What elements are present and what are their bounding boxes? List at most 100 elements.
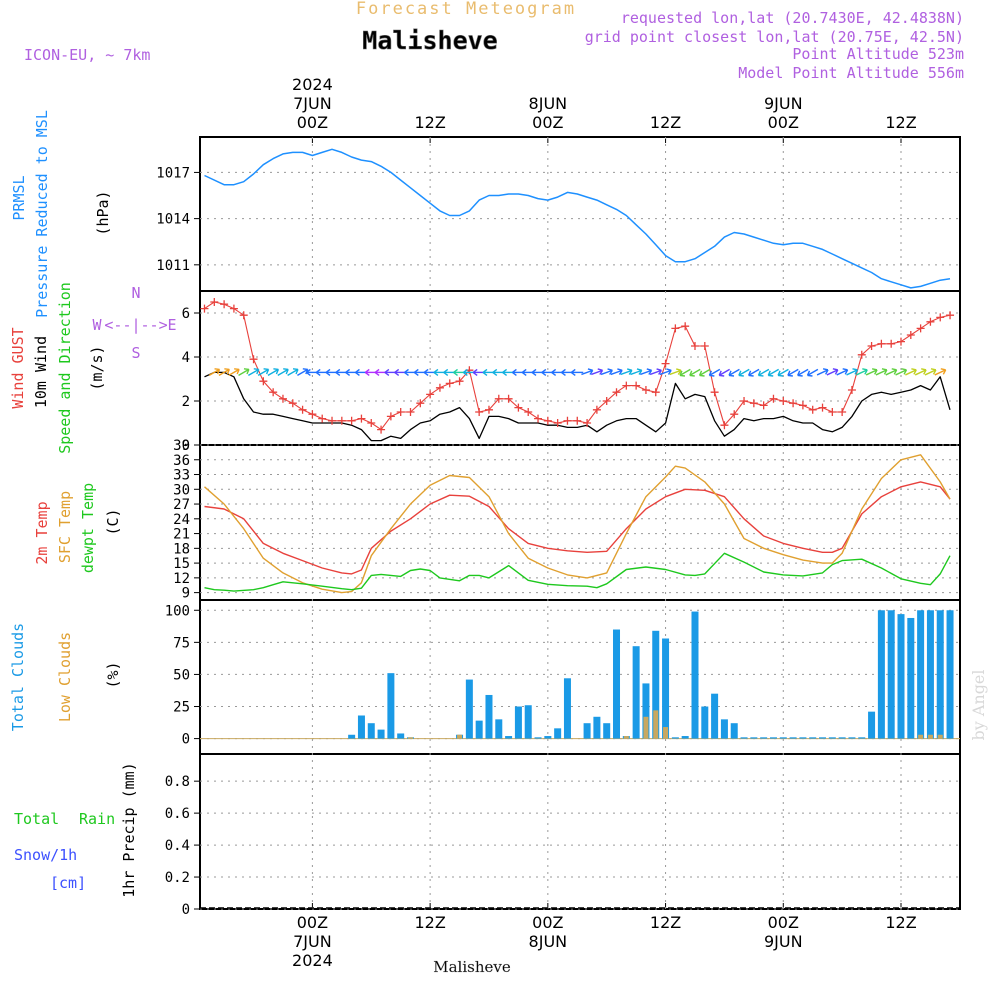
arrow-shaft [610,369,623,376]
gust-marker [740,397,749,405]
total-cloud-bar [887,610,895,739]
wind-direction-arrow [669,368,682,376]
arrow-head [777,370,784,377]
wind-direction-arrow [914,368,927,376]
wind-direction-arrow [600,368,613,376]
temp-2m-label: 2m Temp [33,501,51,564]
y-tick-label: 12 [173,571,190,587]
temp-sfc-label: SFC Temp [56,491,74,563]
total-cloud-bar [848,737,856,739]
y-tick-label: 0 [182,438,190,454]
gust-marker [494,394,503,403]
wind-direction-arrow [277,368,289,377]
wind-gust-label: Wind GUST [9,327,27,408]
gust-marker [298,405,307,414]
total-cloud-bar [505,736,513,739]
gust-marker [229,304,238,313]
arrow-head [911,368,917,375]
arrow-head [570,368,576,376]
total-cloud-bar [671,737,679,739]
arrow-head [345,368,351,376]
arrow-shaft [816,369,829,376]
total-cloud-bar [799,737,807,739]
wind-direction-arrow [924,368,937,376]
model-label: ICON-EU, ~ 7km [24,46,150,64]
gust-marker [916,324,925,333]
gust-marker [347,416,356,425]
total-cloud-bar [809,737,817,739]
arrow-head [305,368,311,376]
total-cloud-bar [868,711,876,739]
precip-cm-label: [cm] [50,874,86,892]
total-cloud-bar [593,716,601,739]
arrow-head [521,368,527,376]
wind-unit: (m/s) [88,345,106,390]
wind-direction-arrow [620,368,633,376]
gust-marker [789,399,798,408]
model-altitude: Model Point Altitude 556m [738,64,964,82]
arrow-shaft [297,368,309,377]
gust-marker [543,416,552,425]
arrow-head [384,368,390,376]
date-label: 9JUN [764,94,803,113]
arrow-head [453,368,458,376]
total-cloud-bar [681,736,689,739]
gust-marker [504,394,513,403]
wind-10m-label: 10m Wind [32,336,50,408]
arrow-head [597,368,604,375]
gust-marker [220,300,229,309]
arrow-head [325,368,331,376]
gust-marker [357,414,366,423]
time-tick-label: 12Z [885,113,916,132]
wind-direction-arrow [218,368,230,377]
total-clouds-label: Total Clouds [9,623,27,731]
y-tick-label: 2 [182,394,190,410]
total-cloud-bar [907,617,915,739]
low-cloud-bar [457,734,463,739]
clouds-unit: (%) [104,661,122,688]
gust-marker [308,410,317,419]
arrow-head [355,368,360,376]
gridpoint-coords: grid point closest lon,lat (20.75E, 42.5… [585,28,964,46]
gust-marker [622,381,631,390]
gust-marker [406,408,415,416]
arrow-head [757,370,764,377]
arrow-head [708,370,715,377]
arrow-head [891,368,898,375]
y-tick-label: 0.2 [165,870,190,886]
arrow-head [832,368,839,375]
total-cloud-bar [877,610,885,739]
wind-direction-arrow [570,368,584,376]
arrow-head [930,368,937,375]
total-cloud-bar [603,723,611,739]
gust-marker [416,399,425,408]
arrow-head [797,370,803,377]
time-tick-label: 12Z [414,913,445,932]
y-tick-label: 0 [182,732,190,748]
arrow-head [502,368,508,376]
arrow-head [273,368,279,375]
wind-direction-arrow [640,368,653,376]
arrow-head [738,370,744,377]
wind-direction-arrow [905,368,917,376]
arrow-head [587,368,594,375]
y-tick-label: 50 [173,667,190,683]
arrow-shaft [649,369,662,376]
gust-marker [239,311,248,320]
arrow-head [940,368,947,375]
arrow-head [374,368,380,376]
wind-direction-arrow [679,368,691,377]
gust-marker [259,377,268,386]
arrow-shaft [659,369,672,376]
gust-marker [435,383,444,392]
temp-dewpt-label: dewpt Temp [79,483,97,573]
total-cloud-bar [583,723,591,739]
wind-direction-arrow [718,368,730,377]
gust-marker [671,324,680,333]
total-cloud-bar [740,737,748,739]
total-cloud-bar [662,638,670,739]
gust-marker [583,419,592,427]
gust-marker [877,339,886,348]
arrow-shaft [277,368,289,377]
arrow-head [292,368,299,375]
